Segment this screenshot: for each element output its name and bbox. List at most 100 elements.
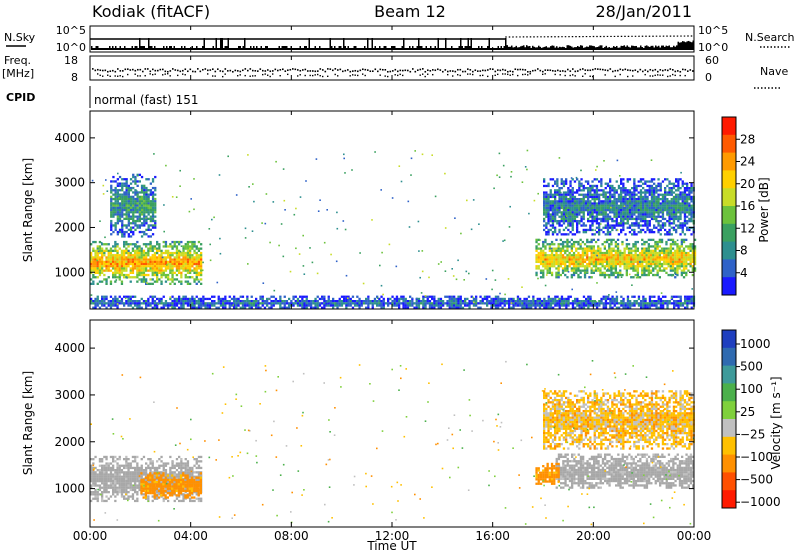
freq-point xyxy=(637,70,639,73)
cell xyxy=(591,217,594,221)
cell xyxy=(118,258,121,261)
cell xyxy=(664,206,667,210)
cell xyxy=(477,306,480,309)
nsky-bar xyxy=(146,48,148,50)
cell xyxy=(690,204,693,207)
cell xyxy=(674,267,677,270)
cell xyxy=(599,251,602,255)
cell xyxy=(109,254,113,257)
cell xyxy=(548,256,551,259)
cell xyxy=(613,215,616,218)
freq-point xyxy=(207,69,209,72)
cell xyxy=(424,306,427,309)
cell xyxy=(358,306,361,309)
cell xyxy=(616,243,620,246)
cell xyxy=(147,249,150,252)
freq-point xyxy=(342,70,344,73)
cell xyxy=(123,304,126,307)
cell xyxy=(610,273,613,277)
cell xyxy=(472,304,476,307)
cell xyxy=(583,251,587,255)
cell xyxy=(171,304,174,307)
cell xyxy=(136,180,139,183)
cell xyxy=(114,271,117,274)
cell xyxy=(685,251,688,255)
cell xyxy=(679,193,682,196)
freq-point xyxy=(377,70,379,73)
cell xyxy=(560,195,563,199)
cell xyxy=(576,206,579,210)
cell xyxy=(219,297,223,301)
cell xyxy=(665,247,668,250)
cell xyxy=(98,267,102,270)
freq-point xyxy=(99,69,102,72)
cell xyxy=(270,304,273,307)
cell xyxy=(537,243,540,246)
cell xyxy=(127,276,130,279)
cell xyxy=(667,262,670,266)
cell xyxy=(620,211,623,214)
freq-point xyxy=(602,68,604,71)
freq-point xyxy=(659,69,662,71)
nave-point xyxy=(152,73,154,76)
nsky-bar xyxy=(319,46,321,50)
nsky-bar xyxy=(515,45,517,50)
cell xyxy=(630,262,633,266)
nsky-bar xyxy=(337,48,339,50)
nave-point xyxy=(559,74,561,76)
freq-point xyxy=(279,69,282,71)
cell xyxy=(615,211,618,214)
cell xyxy=(114,243,117,246)
cell xyxy=(659,206,662,210)
cell xyxy=(644,209,647,212)
cell xyxy=(604,217,607,221)
cell xyxy=(571,215,574,218)
cell xyxy=(448,295,451,298)
cell xyxy=(572,240,576,244)
cell xyxy=(145,195,148,198)
cell xyxy=(105,302,108,305)
cell xyxy=(558,204,561,207)
cell xyxy=(575,265,578,268)
cell xyxy=(642,200,645,203)
cell xyxy=(109,262,113,266)
cell xyxy=(575,267,578,270)
cell xyxy=(294,295,297,298)
cell xyxy=(129,182,133,185)
cell xyxy=(605,265,609,268)
cell xyxy=(173,265,176,268)
cell xyxy=(549,220,552,223)
cell xyxy=(644,215,647,218)
nave-point xyxy=(279,74,281,77)
cell xyxy=(675,195,678,199)
cell xyxy=(147,189,150,192)
cell xyxy=(641,260,644,263)
nsky-bar xyxy=(317,48,319,50)
cell xyxy=(281,302,284,305)
cell xyxy=(677,204,680,207)
nsky-bar xyxy=(283,46,285,50)
cell xyxy=(560,198,563,201)
cell xyxy=(614,240,617,244)
cell xyxy=(138,204,141,207)
cell xyxy=(644,182,647,185)
cell xyxy=(565,297,568,301)
cell xyxy=(643,260,646,263)
cell xyxy=(156,280,159,283)
cell xyxy=(422,306,425,309)
cell xyxy=(659,211,662,214)
cell xyxy=(571,217,574,221)
cell xyxy=(554,226,557,229)
cell xyxy=(566,267,569,270)
cell xyxy=(582,215,585,218)
cell xyxy=(123,197,126,201)
cell xyxy=(672,226,676,229)
cell xyxy=(686,209,689,212)
cell xyxy=(156,302,159,305)
cell xyxy=(457,306,460,309)
cell xyxy=(661,198,665,201)
cell xyxy=(648,206,651,210)
cell xyxy=(557,247,560,250)
cell xyxy=(92,258,95,261)
freq-point xyxy=(617,69,619,72)
